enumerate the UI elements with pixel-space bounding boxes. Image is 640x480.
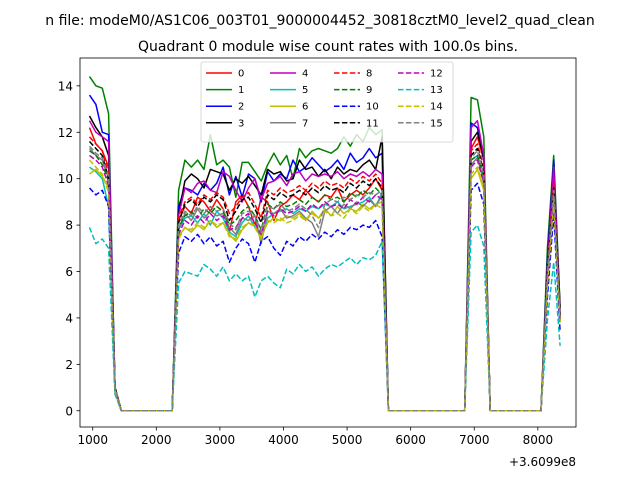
legend-label-9: 9 bbox=[366, 85, 372, 96]
legend-label-4: 4 bbox=[302, 69, 308, 80]
y-tick-label-6: 6 bbox=[65, 265, 73, 279]
legend-label-15: 15 bbox=[430, 118, 443, 129]
legend-label-5: 5 bbox=[302, 85, 308, 96]
legend-label-10: 10 bbox=[366, 102, 379, 113]
x-tick-label-8000: 8000 bbox=[523, 433, 554, 447]
x-tick-label-1000: 1000 bbox=[77, 433, 108, 447]
x-tick-label-4000: 4000 bbox=[268, 433, 299, 447]
x-tick-label-6000: 6000 bbox=[395, 433, 426, 447]
x-offset-label: +3.6099e8 bbox=[509, 455, 576, 469]
series-line-10 bbox=[88, 182, 561, 412]
chart-title: Quadrant 0 module wise count rates with … bbox=[138, 39, 518, 55]
legend-label-2: 2 bbox=[238, 102, 244, 113]
legend-label-3: 3 bbox=[238, 118, 244, 129]
y-tick-label-10: 10 bbox=[58, 172, 73, 186]
y-tick-label-0: 0 bbox=[65, 404, 73, 418]
y-tick-label-2: 2 bbox=[65, 358, 73, 372]
series-line-8 bbox=[88, 136, 561, 412]
y-tick-label-8: 8 bbox=[65, 219, 73, 233]
legend-label-0: 0 bbox=[238, 69, 244, 80]
legend-label-11: 11 bbox=[366, 118, 379, 129]
legend-label-14: 14 bbox=[430, 102, 443, 113]
plot-area: 1000 2000 3000 4000 5000 6000 7000 800002468101… bbox=[58, 57, 577, 447]
series-line-14 bbox=[88, 159, 561, 412]
legend-label-8: 8 bbox=[366, 69, 372, 80]
y-tick-label-12: 12 bbox=[58, 126, 73, 140]
axes-frame bbox=[79, 57, 577, 428]
legend-box bbox=[200, 61, 454, 143]
y-tick-label-4: 4 bbox=[65, 311, 73, 325]
figure-suptitle: n file: modeM0/AS1C06_003T01_9000004452_… bbox=[45, 13, 594, 29]
legend-label-7: 7 bbox=[302, 118, 308, 129]
legend-label-1: 1 bbox=[238, 85, 244, 96]
series-line-15 bbox=[88, 145, 561, 412]
legend-label-12: 12 bbox=[430, 69, 443, 80]
x-tick-label-2000: 2000 bbox=[141, 433, 172, 447]
x-tick-label-7000: 7000 bbox=[459, 433, 490, 447]
legend-label-13: 13 bbox=[430, 85, 443, 96]
x-tick-label-3000: 3000 bbox=[205, 433, 236, 447]
legend-label-6: 6 bbox=[302, 102, 308, 113]
y-tick-label-14: 14 bbox=[58, 79, 73, 93]
x-tick-label-5000: 5000 bbox=[332, 433, 363, 447]
